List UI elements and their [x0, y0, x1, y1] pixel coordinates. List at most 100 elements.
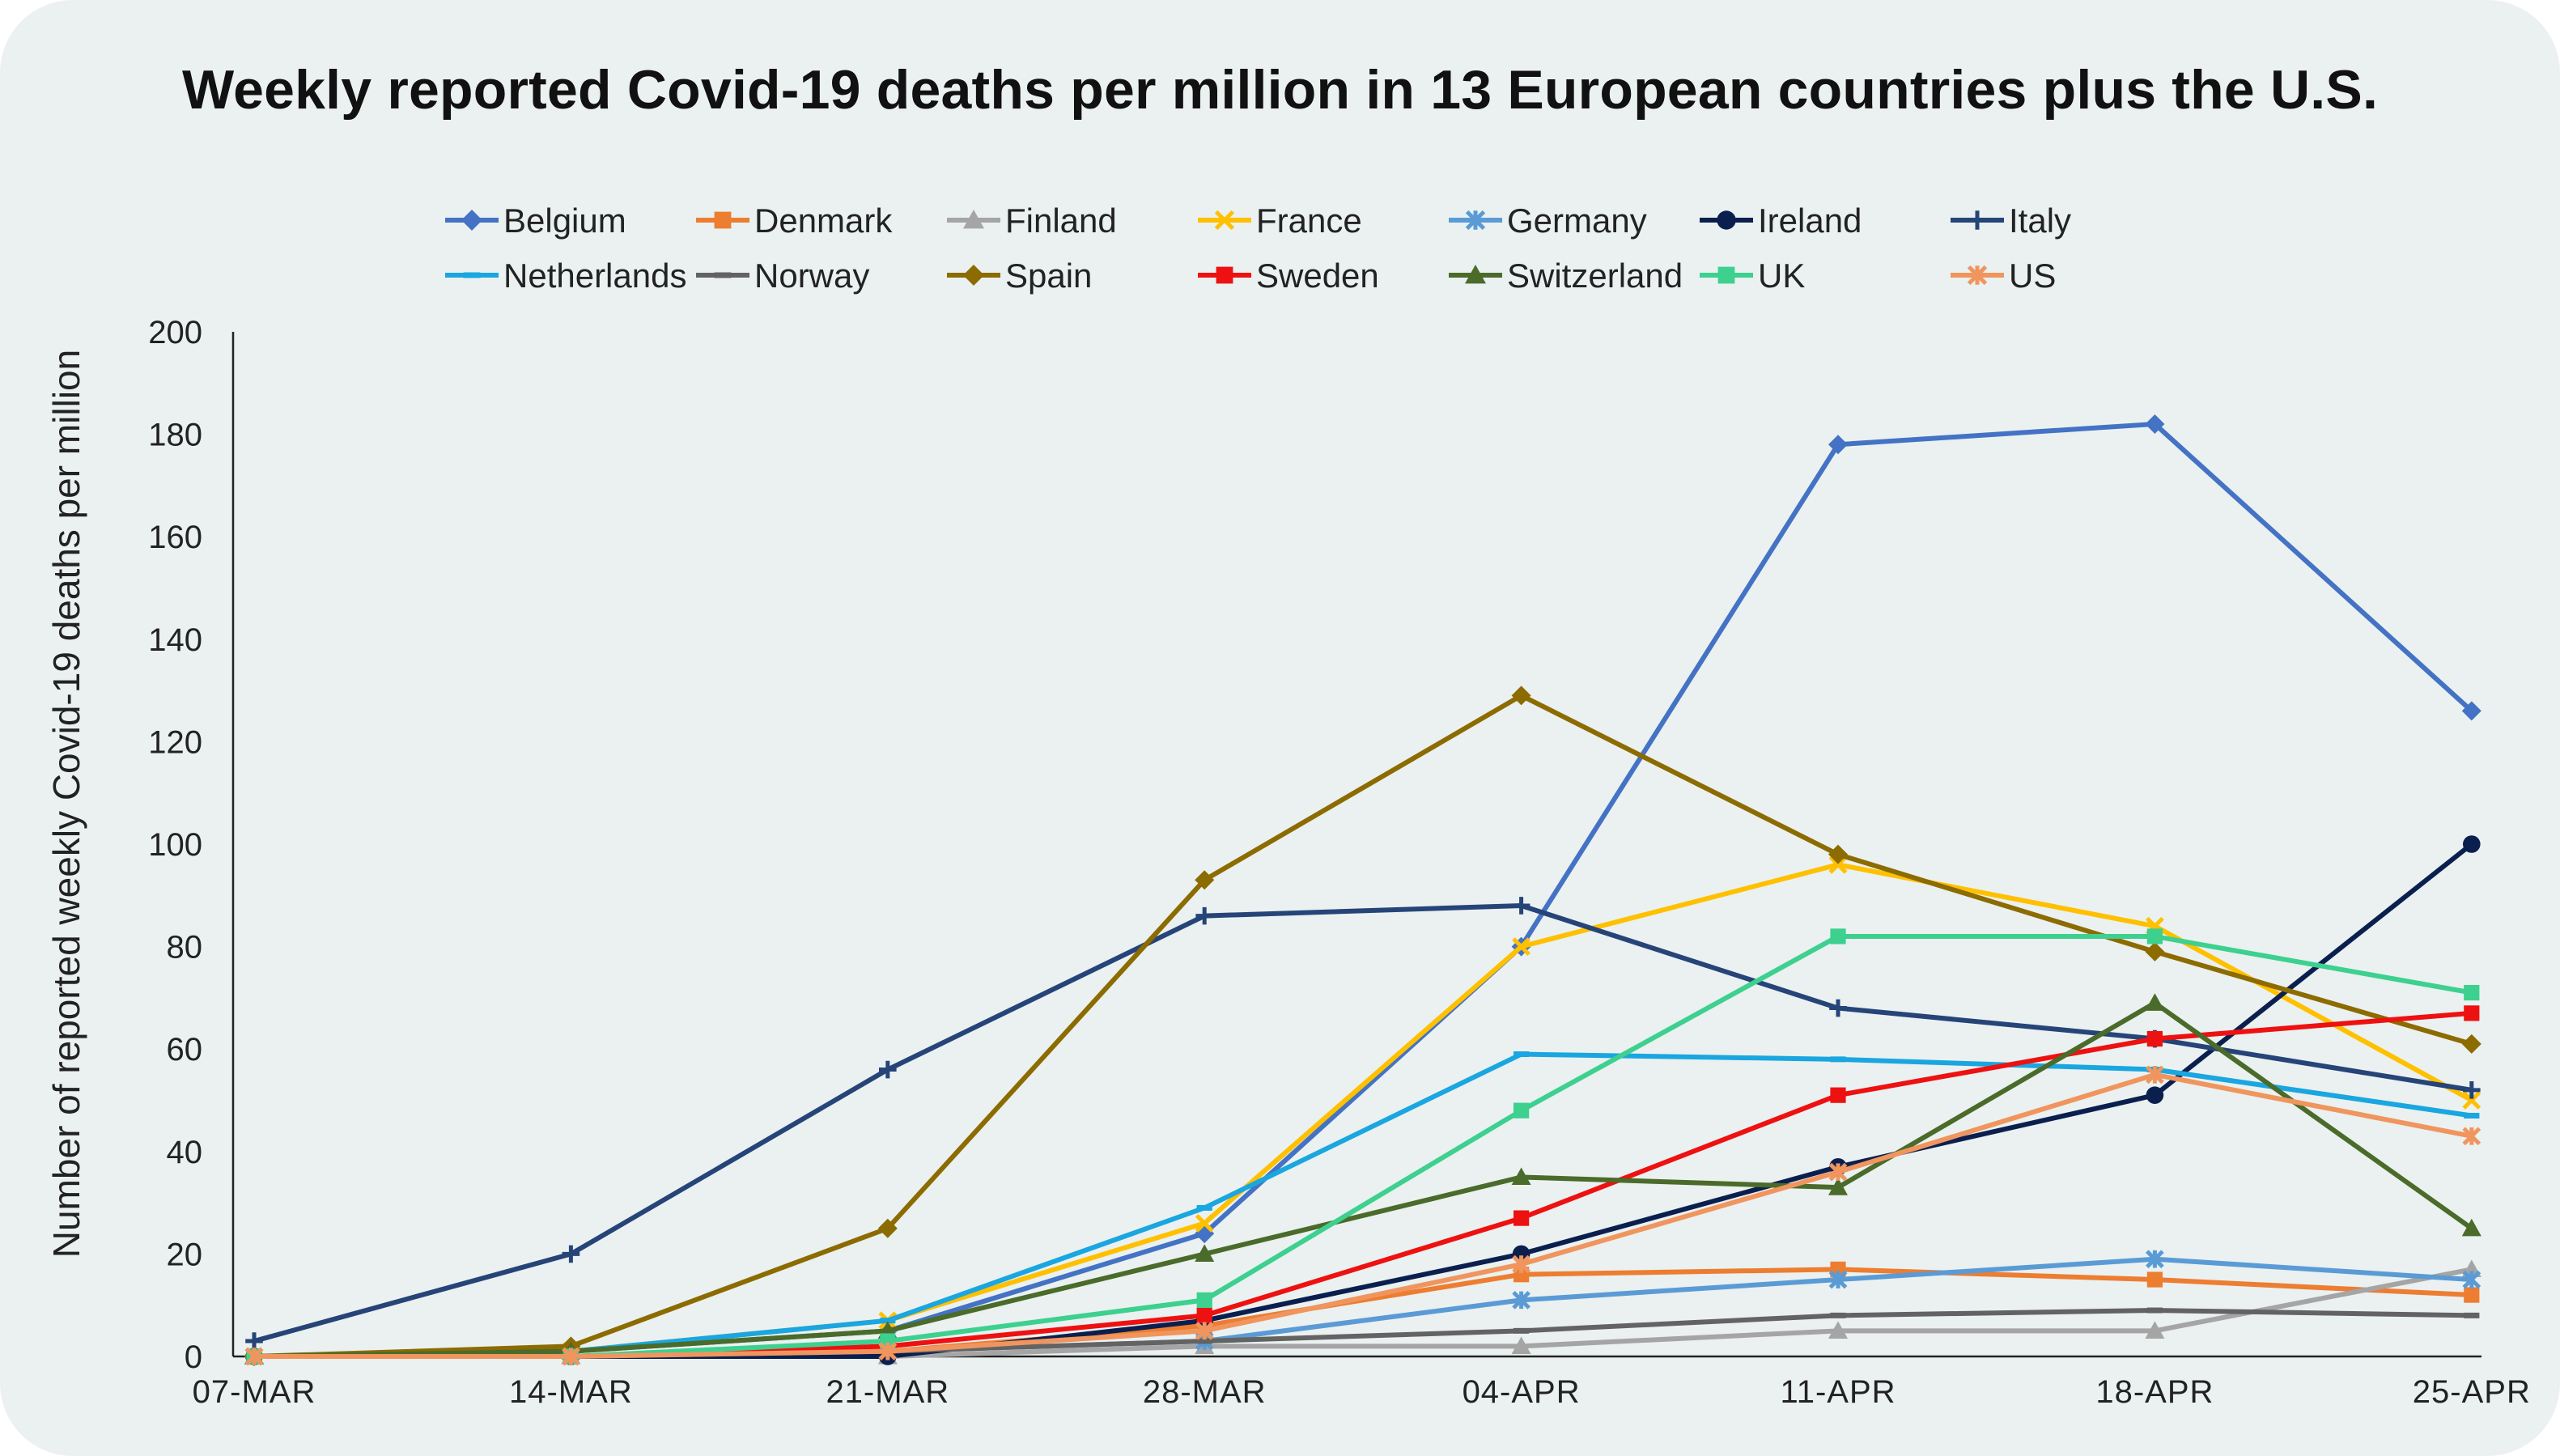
data-point-us [1828, 1162, 1848, 1182]
legend-label: Finland [1005, 202, 1117, 240]
chart-title: Weekly reported Covid-19 deaths per mill… [181, 59, 2379, 121]
series-spain [244, 686, 2481, 1366]
legend-item-italy: Italy [1951, 202, 2071, 240]
legend-item-ireland: Ireland [1700, 202, 1862, 240]
data-point-uk [2464, 984, 2480, 1001]
data-point-france [1512, 937, 1530, 956]
legend-marker [461, 210, 482, 231]
y-tick-label: 80 [167, 930, 203, 966]
data-point-netherlands [2464, 1112, 2480, 1119]
axes [231, 332, 2481, 1358]
data-point-belgium [1828, 435, 1848, 455]
data-point-us [1512, 1254, 1530, 1274]
x-tick-label: 11-APR [1780, 1374, 1896, 1410]
data-point-us [562, 1347, 580, 1366]
legend-item-us: US [1951, 257, 2056, 295]
series-line-sweden [254, 1010, 2473, 1359]
data-point-ireland [2146, 1086, 2164, 1104]
y-tick-label: 120 [148, 724, 202, 760]
data-point-denmark [2464, 1287, 2480, 1303]
data-point-us [244, 1347, 264, 1366]
y-tick-label: 60 [167, 1032, 203, 1068]
data-point-italy [879, 1060, 897, 1079]
legend-item-netherlands: Netherlands [445, 257, 686, 295]
legend-marker [963, 210, 984, 229]
y-axis-label: Number of reported weekly Covid-19 death… [45, 350, 87, 1258]
data-point-germany [2146, 1250, 2164, 1269]
data-point-norway [2464, 1312, 2480, 1318]
y-tick-label: 100 [148, 827, 202, 863]
y-tick-label: 160 [148, 520, 202, 555]
data-point-finland [1828, 1321, 1848, 1339]
x-tick-labels: 07-MAR 14-MAR 21-MAR 28-MAR 04-APR 11-APR 18-A… [193, 1374, 2530, 1410]
series-line-switzerland [253, 1000, 2473, 1359]
series-ireland [245, 835, 2481, 1365]
data-point-spain [1195, 870, 1215, 890]
legend-item-denmark: Denmark [696, 202, 893, 240]
y-tick-label: 20 [167, 1237, 203, 1272]
data-point-sweden [2464, 1005, 2480, 1021]
data-point-finland [1511, 1336, 1531, 1354]
legend-label: Switzerland [1507, 257, 1683, 295]
legend-item-finland: Finland [947, 202, 1117, 240]
legend-marker [1717, 210, 1736, 230]
legend-label: Sweden [1256, 257, 1379, 295]
data-point-italy [562, 1245, 580, 1263]
data-point-netherlands [1196, 1204, 1212, 1211]
data-point-us [878, 1342, 898, 1361]
series-line-us [254, 1072, 2473, 1359]
legend-item-spain: Spain [947, 257, 1092, 295]
legend-marker [714, 272, 732, 278]
data-point-italy [1195, 906, 1213, 925]
legend-item-germany: Germany [1449, 202, 1647, 240]
legend-label: Spain [1005, 257, 1092, 295]
data-point-spain [2461, 1034, 2481, 1054]
legend-item-norway: Norway [696, 257, 869, 295]
legend-marker [463, 272, 481, 278]
data-point-finland [2145, 1321, 2165, 1339]
legend-item-uk: UK [1700, 257, 1805, 295]
legend-item-belgium: Belgium [445, 202, 626, 240]
series-group [244, 414, 2481, 1366]
legend-marker [1717, 266, 1735, 284]
legend-marker [1967, 265, 1988, 286]
data-point-norway [1196, 1338, 1212, 1344]
data-point-us [2146, 1065, 2164, 1085]
data-point-ireland [2463, 835, 2481, 853]
x-tick-label: 04-APR [1463, 1374, 1581, 1410]
data-point-netherlands [880, 1318, 896, 1324]
data-point-uk [1513, 1102, 1530, 1119]
legend-label: France [1256, 202, 1362, 240]
legend-label: Italy [2009, 202, 2071, 240]
data-point-switzerland [1195, 1244, 1215, 1262]
legend-label: US [2009, 257, 2056, 295]
legend: Belgium Denmark Finland France Germany Irelan… [445, 202, 2071, 295]
data-point-italy [2463, 1081, 2481, 1099]
data-point-uk [1196, 1292, 1212, 1308]
data-point-italy [1512, 897, 1530, 915]
legend-label: Denmark [754, 202, 893, 240]
legend-marker [1465, 210, 1486, 231]
legend-marker [963, 265, 984, 286]
data-point-sweden [2146, 1030, 2163, 1047]
legend-marker [1214, 210, 1235, 231]
series-italy [245, 897, 2481, 1350]
data-point-switzerland [1511, 1167, 1531, 1186]
series-line-italy [253, 902, 2473, 1344]
data-point-germany [1828, 1270, 1848, 1289]
x-tick-label: 18-APR [2095, 1374, 2214, 1410]
legend-marker [1968, 210, 1987, 230]
data-point-france [1828, 855, 1848, 874]
y-tick-label: 180 [148, 418, 202, 453]
data-point-denmark [2146, 1271, 2163, 1288]
legend-item-france: France [1198, 202, 1362, 240]
data-point-sweden [1513, 1210, 1530, 1226]
legend-marker [1216, 266, 1233, 284]
y-tick-label: 140 [148, 622, 202, 658]
data-point-sweden [1830, 1087, 1846, 1103]
data-point-spain [2145, 941, 2165, 961]
data-point-spain [877, 1218, 898, 1238]
data-point-norway [1513, 1327, 1530, 1334]
x-tick-label: 28-MAR [1143, 1374, 1267, 1410]
